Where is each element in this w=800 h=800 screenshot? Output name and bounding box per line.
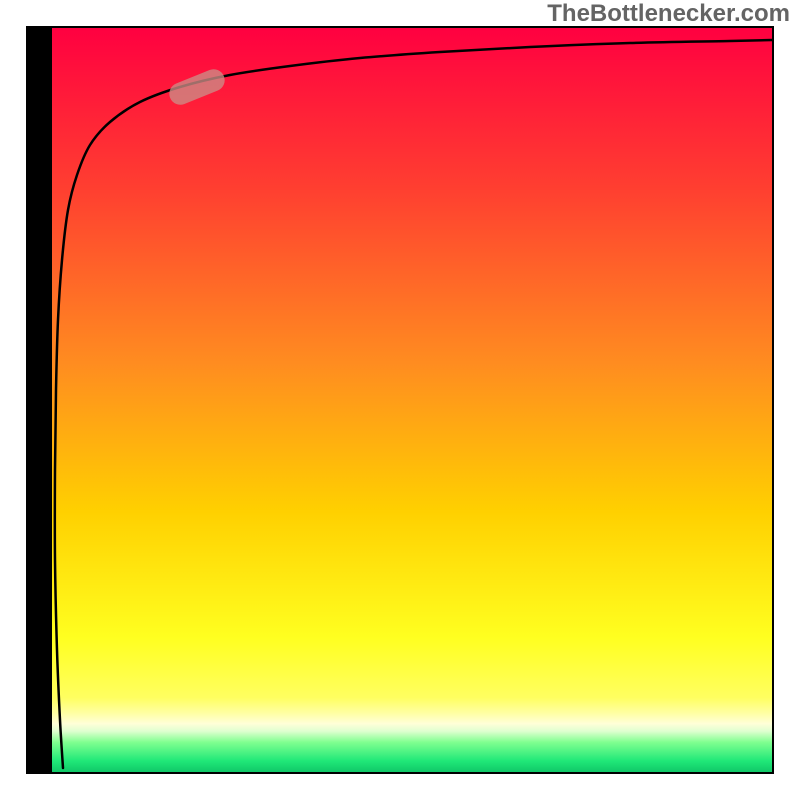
attribution-text: TheBottlenecker.com <box>547 2 790 26</box>
chart-svg <box>0 0 800 800</box>
bottleneck-chart: TheBottlenecker.com <box>0 0 800 800</box>
gradient-background <box>52 28 772 772</box>
left-black-strip <box>28 28 52 772</box>
